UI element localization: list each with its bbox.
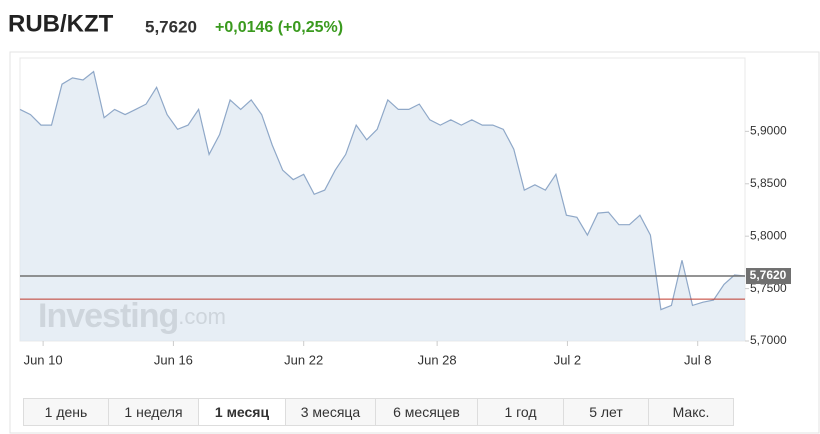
- symbol: RUB/KZT: [8, 10, 114, 37]
- range-button[interactable]: 1 неделя: [108, 398, 199, 426]
- y-tick-label: 5,9000: [750, 124, 787, 138]
- change: +0,0146 (+0,25%): [215, 19, 343, 36]
- x-tick-label: Jun 22: [284, 352, 323, 367]
- x-tick-label: Jul 2: [554, 352, 581, 367]
- x-tick-label: Jun 10: [24, 352, 63, 367]
- range-button[interactable]: 1 месяц: [198, 398, 286, 426]
- price: 5,7620: [145, 17, 197, 36]
- x-tick-label: Jul 8: [684, 352, 711, 367]
- line: [19, 70, 746, 311]
- current-label: 5,7620: [750, 268, 787, 282]
- range-button[interactable]: 5 лет: [563, 398, 649, 426]
- area: [20, 71, 745, 341]
- x-tick-label: Jun 16: [154, 352, 193, 367]
- range-button[interactable]: 6 месяцев: [375, 398, 478, 426]
- current-label-bg: [746, 268, 791, 285]
- range-button[interactable]: 1 год: [477, 398, 564, 426]
- x-tick-label: Jun 28: [418, 352, 457, 367]
- range-button[interactable]: Макс.: [648, 398, 734, 426]
- y-tick-label: 5,7000: [750, 333, 787, 347]
- range-button[interactable]: 3 месяца: [285, 398, 376, 426]
- y-tick-label: 5,8500: [750, 176, 787, 190]
- range-button[interactable]: 1 день: [23, 398, 109, 426]
- y-tick-label: 5,8000: [750, 228, 787, 242]
- y-tick-label: 5,7500: [750, 281, 787, 295]
